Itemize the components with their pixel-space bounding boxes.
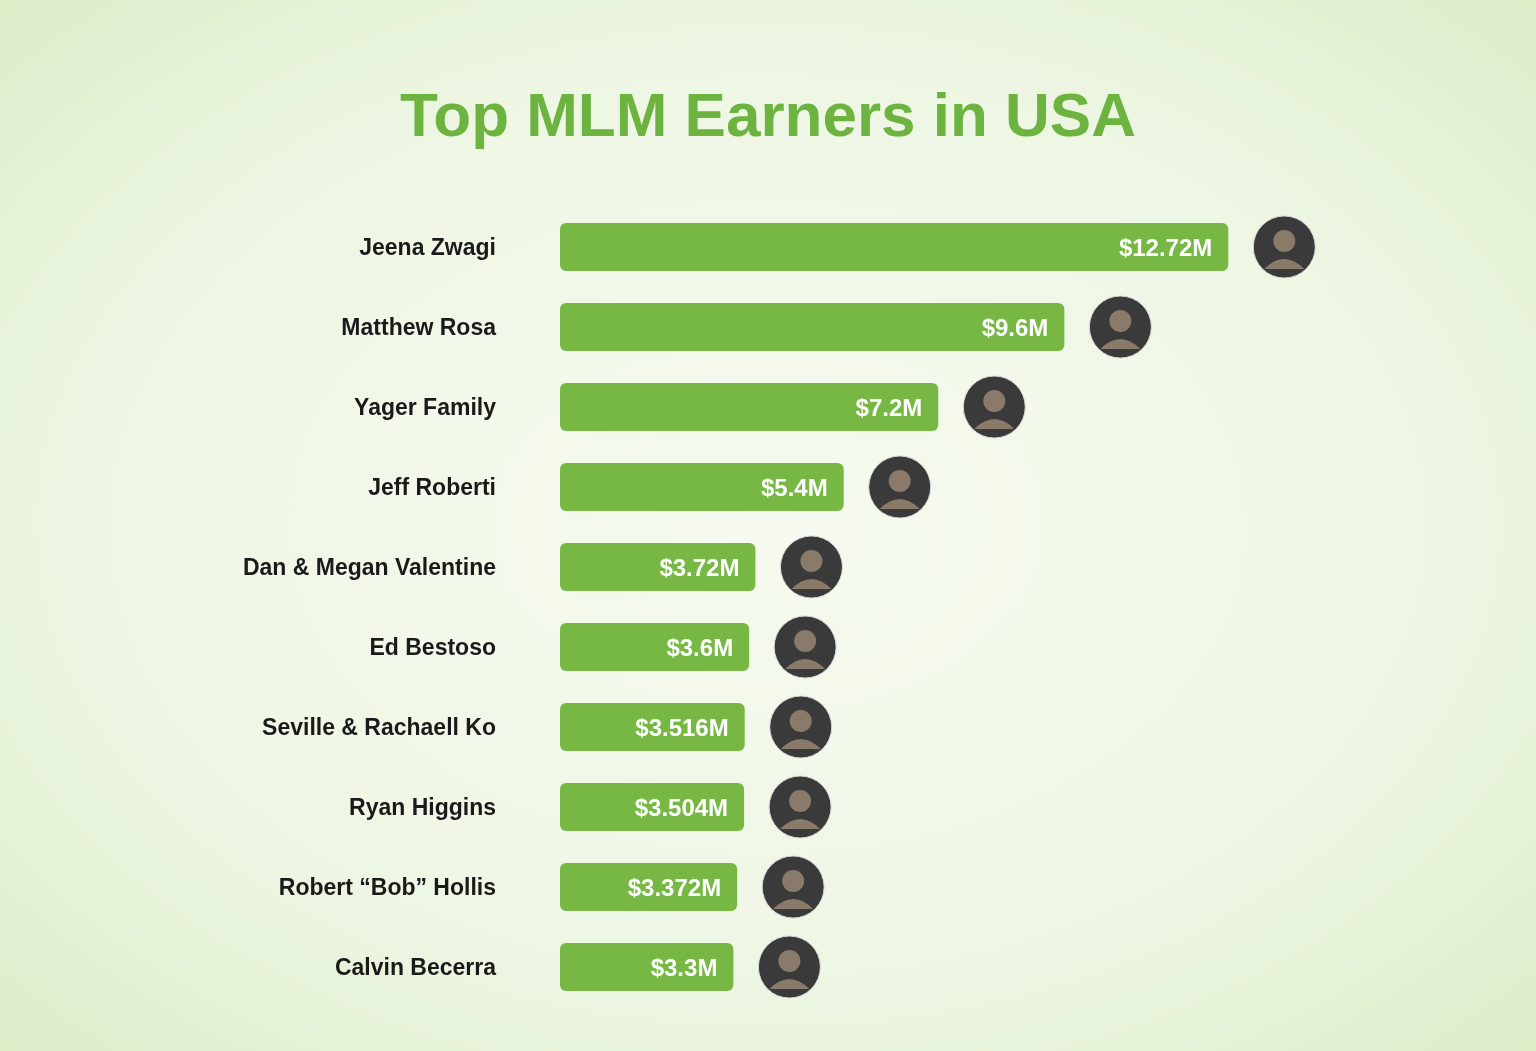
svg-text:Calvin Becerra: Calvin Becerra	[335, 954, 496, 980]
svg-text:Yager Family: Yager Family	[354, 394, 496, 420]
svg-text:Jeff Roberti: Jeff Roberti	[368, 474, 496, 500]
svg-text:Ed Bestoso: Ed Bestoso	[369, 634, 496, 660]
svg-text:$7.2M: $7.2M	[856, 394, 923, 421]
svg-text:$3.6M: $3.6M	[666, 634, 733, 661]
svg-text:$9.6M: $9.6M	[982, 314, 1049, 341]
svg-text:$3.372M: $3.372M	[628, 874, 721, 901]
svg-text:$3.504M: $3.504M	[635, 794, 728, 821]
svg-text:Seville & Rachaell Ko: Seville & Rachaell Ko	[262, 714, 496, 740]
svg-text:Dan & Megan Valentine: Dan & Megan Valentine	[243, 554, 496, 580]
svg-text:$5.4M: $5.4M	[761, 474, 828, 501]
svg-text:Robert “Bob” Hollis: Robert “Bob” Hollis	[279, 874, 496, 900]
svg-text:Ryan Higgins: Ryan Higgins	[349, 794, 496, 820]
svg-text:Matthew Rosa: Matthew Rosa	[341, 314, 496, 340]
svg-text:$3.72M: $3.72M	[659, 554, 739, 581]
svg-text:$3.3M: $3.3M	[651, 954, 718, 981]
svg-text:Jeena Zwagi: Jeena Zwagi	[359, 234, 496, 260]
svg-text:$12.72M: $12.72M	[1119, 234, 1212, 261]
html-text:Top MLM Earners in USA: Top MLM Earners in USA	[400, 80, 1136, 149]
svg-text:$3.516M: $3.516M	[635, 714, 728, 741]
